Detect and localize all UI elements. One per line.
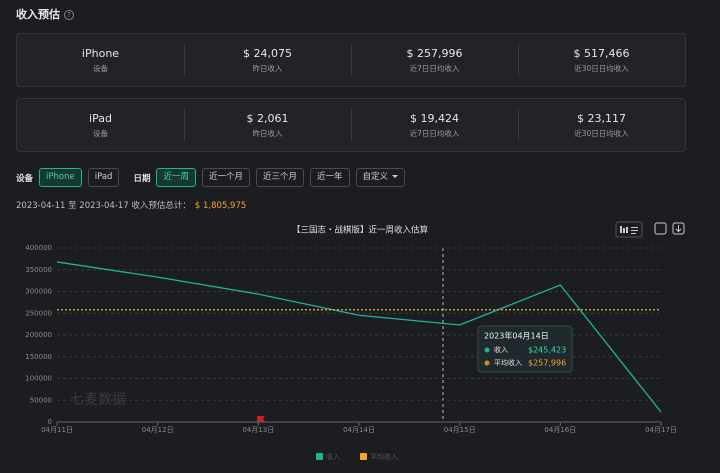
filter-label: 日期 [133,173,151,184]
view-toggle[interactable] [615,221,643,238]
x-tick-label: 04月16日 [544,426,576,434]
stat-label: 昨日收入 [252,63,283,73]
stat-value: $ 19,424 [410,111,459,125]
stat-value: $ 23,117 [577,111,626,125]
summary-text: 2023-04-11 至 2023-04-17 收入预估总计： [16,201,191,211]
stat: $ 24,075 昨日收入 [184,34,351,86]
stat: iPad 设备 [17,99,184,151]
y-tick-label: 350000 [25,266,52,274]
filter-label: 设备 [16,173,34,184]
icon [675,225,682,233]
stat-label: 设备 [93,128,108,138]
stat-label: 近7日日均收入 [409,63,460,73]
device-name: iPad [89,111,112,125]
range-button[interactable]: 近一周 [156,168,196,187]
icon [631,227,638,228]
y-tick-label: 0 [48,418,52,426]
x-tick-label: 04月15日 [444,426,476,434]
y-tick-label: 100000 [25,375,52,383]
tooltip-value: $245,423 [528,346,566,355]
x-tick-label: 04月14日 [343,426,375,434]
legend-swatch [316,453,323,460]
stat-label: 昨日收入 [252,128,283,138]
icon [620,226,622,233]
summary-total: $ 1,805,975 [194,201,247,211]
toolbar [615,221,685,238]
stat: $ 2,061 昨日收入 [184,99,351,151]
legend-swatch [360,453,367,460]
stat-value: $ 517,466 [573,46,630,60]
y-tick-label: 50000 [30,396,52,404]
device-button[interactable]: iPhone [39,168,82,187]
summary: 2023-04-11 至 2023-04-17 收入预估总计： $ 1,805,9… [16,199,246,211]
icon [631,230,638,231]
x-tick-label: 04月17日 [645,426,677,434]
range-text: 自定义 [362,172,389,182]
tooltip-dot [484,360,490,366]
stat: $ 23,117 近30日日均收入 [518,99,685,151]
icon [631,233,636,234]
stat-label: 近30日日均收入 [574,128,629,138]
caret [392,175,399,178]
stat: $ 257,996 近7日日均收入 [351,34,518,86]
stat-value: $ 2,061 [246,111,289,125]
image-button[interactable] [654,222,667,235]
series-line [56,261,662,413]
device-button[interactable]: iPad [87,168,120,187]
stat-value: $ 24,075 [243,46,292,60]
range-dropdown[interactable]: 自定义 [355,168,406,187]
stat-value: $ 257,996 [406,46,463,60]
plot: 七麦数据 0 50000 100000 150000 200000 250000 300000… [25,244,677,434]
device-card: iPhone 设备 $ 24,075 昨日收入 $ 257,996 近7日日均收入 $… [16,33,686,87]
download-button[interactable] [672,222,685,235]
stat-label: 近30日日均收入 [574,63,629,73]
stat: iPhone 设备 [17,34,184,86]
stat-label: 设备 [93,63,108,73]
x-tick-label: 04月13日 [242,426,274,434]
y-tick-label: 250000 [25,309,52,317]
section-title: 收入预估? [16,6,74,22]
tooltip-name: 收入 [494,345,508,354]
range-button[interactable]: 近一年 [310,168,350,187]
icon [626,227,628,233]
event-marker[interactable] [257,416,265,422]
title-text: 收入预估 [16,8,60,21]
stat-label: 近7日日均收入 [409,128,460,138]
tooltip-dot [484,347,490,353]
range-button[interactable]: 近一个月 [201,168,250,187]
filters: 设备 iPhone iPad 日期 近一周 近一个月 近三个月 近一年 自定义 [16,168,411,187]
watermark: 七麦数据 [70,392,126,408]
chart-title: 【三国志・战棋版】近一周收入估算 [292,225,429,236]
tooltip-name: 平均收入 [494,358,522,367]
x-tick-label: 04月12日 [142,426,174,434]
legend-label: 收入 [326,452,340,461]
tooltip-value: $257,996 [528,359,566,368]
info-icon[interactable]: ? [64,10,74,20]
stat: $ 19,424 近7日日均收入 [351,99,518,151]
range-button[interactable]: 近三个月 [255,168,304,187]
device-card: iPad 设备 $ 2,061 昨日收入 $ 19,424 近7日日均收入 $ 23,… [16,98,686,152]
y-tick-label: 400000 [25,244,52,252]
y-tick-label: 200000 [25,331,52,339]
legend-label: 平均收入 [370,452,398,461]
tooltip-box [477,325,573,373]
device-name: iPhone [81,46,120,60]
tooltip-title: 2023年04月14日 [484,331,549,341]
tooltip: 2023年04月14日 收入 $245,423 平均收入 $257,996 [477,325,573,373]
y-tick-label: 150000 [25,353,52,361]
stat: $ 517,466 近30日日均收入 [518,34,685,86]
y-tick-label: 300000 [25,288,52,296]
x-tick-label: 04月11日 [41,426,73,434]
icon [623,228,625,233]
